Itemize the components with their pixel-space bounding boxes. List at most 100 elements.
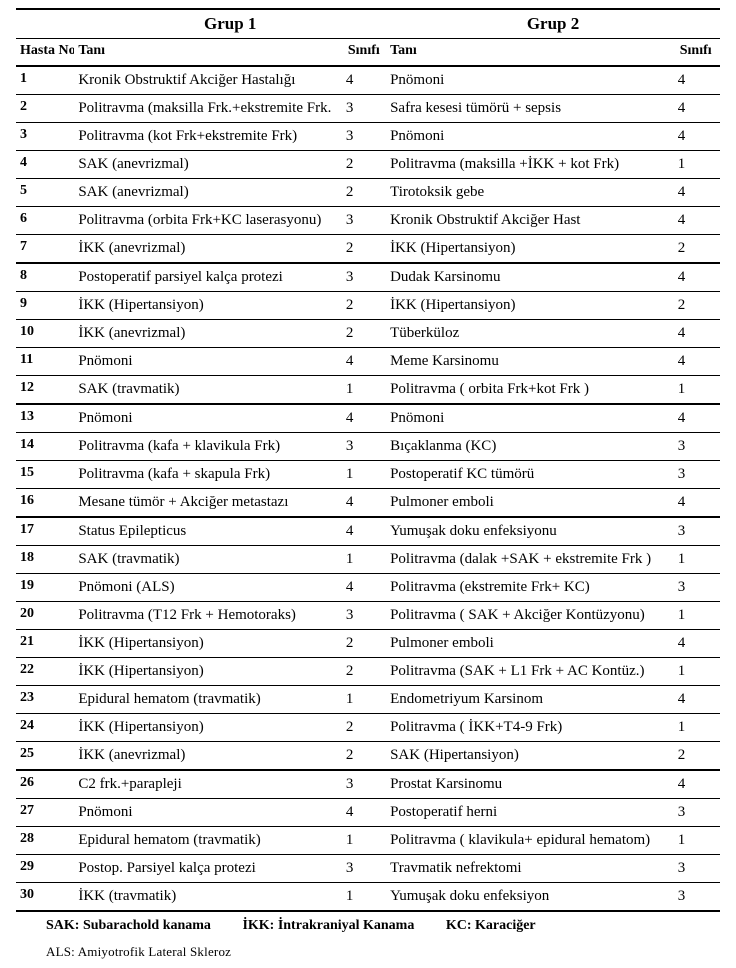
cell-tani-2: Pnömoni [386,123,676,151]
cell-sinif-1: 2 [344,714,386,742]
cell-hasta-no: 3 [16,123,74,151]
cell-tani-2: Politravma ( orbita Frk+kot Frk ) [386,376,676,405]
cell-tani-2: Safra kesesi tümörü + sepsis [386,95,676,123]
cell-sinif-2: 1 [676,546,720,574]
cell-tani-1: Politravma (orbita Frk+KC laserasyonu) [74,207,344,235]
cell-sinif-2: 1 [676,658,720,686]
table-row: 16Mesane tümör + Akciğer metastazı4Pulmo… [16,489,720,518]
table-row: 27Pnömoni4Postoperatif herni3 [16,799,720,827]
cell-sinif-1: 4 [344,799,386,827]
cell-hasta-no: 27 [16,799,74,827]
table-row: 29Postop. Parsiyel kalça protezi3Travmat… [16,855,720,883]
table-row: 28Epidural hematom (travmatik)1Politravm… [16,827,720,855]
cell-sinif-1: 2 [344,320,386,348]
cell-tani-1: Politravma (kot Frk+ekstremite Frk) [74,123,344,151]
cell-sinif-2: 3 [676,855,720,883]
cell-sinif-1: 3 [344,95,386,123]
cell-hasta-no: 1 [16,66,74,95]
cell-tani-1: Kronik Obstruktif Akciğer Hastalığı [74,66,344,95]
cell-sinif-1: 1 [344,827,386,855]
column-header-row: Hasta No Tanı Sınıfı Tanı Sınıfı [16,39,720,66]
cell-sinif-1: 3 [344,263,386,292]
group-header-row: Grup 1 Grup 2 [16,9,720,39]
cell-tani-1: C2 frk.+parapleji [74,770,344,799]
cell-tani-1: Pnömoni (ALS) [74,574,344,602]
cell-hasta-no: 11 [16,348,74,376]
cell-tani-1: Politravma (T12 Frk + Hemotoraks) [74,602,344,630]
legend-kc: KC: Karaciğer [446,918,536,934]
cell-sinif-1: 4 [344,517,386,546]
cell-tani-2: Pnömoni [386,66,676,95]
cell-tani-2: Politravma (SAK + L1 Frk + AC Kontüz.) [386,658,676,686]
cell-sinif-2: 1 [676,714,720,742]
cell-tani-2: Dudak Karsinomu [386,263,676,292]
cell-hasta-no: 13 [16,404,74,433]
cell-hasta-no: 17 [16,517,74,546]
cell-sinif-2: 1 [676,602,720,630]
col-tani-1: Tanı [74,39,344,66]
cell-hasta-no: 23 [16,686,74,714]
cell-tani-2: Postoperatif KC tümörü [386,461,676,489]
cell-tani-2: Kronik Obstruktif Akciğer Hast [386,207,676,235]
table-row: 1Kronik Obstruktif Akciğer Hastalığı4Pnö… [16,66,720,95]
cell-tani-1: İKK (anevrizmal) [74,320,344,348]
cell-sinif-2: 4 [676,207,720,235]
cell-tani-1: Pnömoni [74,348,344,376]
cell-sinif-1: 2 [344,742,386,771]
cell-sinif-1: 4 [344,66,386,95]
group1-header: Grup 1 [74,9,386,39]
table-row: 24İKK (Hipertansiyon)2Politravma ( İKK+T… [16,714,720,742]
cell-hasta-no: 6 [16,207,74,235]
cell-sinif-2: 3 [676,883,720,912]
cell-sinif-1: 3 [344,123,386,151]
cell-tani-1: İKK (Hipertansiyon) [74,714,344,742]
cell-sinif-2: 4 [676,263,720,292]
cell-tani-2: Pulmoner emboli [386,489,676,518]
cell-hasta-no: 5 [16,179,74,207]
cell-hasta-no: 14 [16,433,74,461]
cell-tani-1: Pnömoni [74,799,344,827]
cell-hasta-no: 22 [16,658,74,686]
legend: SAK: Subarachold kanama İKK: İntrakraniy… [16,918,720,934]
table-row: 4SAK (anevrizmal)2Politravma (maksilla +… [16,151,720,179]
cell-tani-2: Postoperatif herni [386,799,676,827]
group2-header: Grup 2 [386,9,720,39]
cell-sinif-2: 4 [676,66,720,95]
cell-tani-1: Postoperatif parsiyel kalça protezi [74,263,344,292]
table-row: 7İKK (anevrizmal)2İKK (Hipertansiyon)2 [16,235,720,264]
cell-sinif-1: 3 [344,602,386,630]
table-row: 2Politravma (maksilla Frk.+ekstremite Fr… [16,95,720,123]
cell-sinif-2: 4 [676,770,720,799]
cell-tani-2: Politravma (ekstremite Frk+ KC) [386,574,676,602]
table-row: 19Pnömoni (ALS)4Politravma (ekstremite F… [16,574,720,602]
cell-tani-1: İKK (Hipertansiyon) [74,630,344,658]
cell-tani-1: Status Epilepticus [74,517,344,546]
cell-hasta-no: 24 [16,714,74,742]
cell-hasta-no: 20 [16,602,74,630]
cell-sinif-2: 3 [676,574,720,602]
cell-hasta-no: 12 [16,376,74,405]
cell-tani-1: İKK (anevrizmal) [74,742,344,771]
cell-tani-1: Pnömoni [74,404,344,433]
cell-tani-2: Yumuşak doku enfeksiyon [386,883,676,912]
cell-sinif-1: 4 [344,489,386,518]
cell-sinif-2: 1 [676,151,720,179]
cell-tani-2: Politravma ( İKK+T4-9 Frk) [386,714,676,742]
cell-sinif-1: 2 [344,235,386,264]
cell-hasta-no: 28 [16,827,74,855]
table-row: 26C2 frk.+parapleji3Prostat Karsinomu4 [16,770,720,799]
table-row: 11Pnömoni4Meme Karsinomu4 [16,348,720,376]
cell-sinif-2: 4 [676,489,720,518]
table-row: 25İKK (anevrizmal)2SAK (Hipertansiyon)2 [16,742,720,771]
cell-tani-2: Endometriyum Karsinom [386,686,676,714]
cell-tani-1: Politravma (kafa + skapula Frk) [74,461,344,489]
cell-tani-2: İKK (Hipertansiyon) [386,292,676,320]
cell-tani-1: İKK (anevrizmal) [74,235,344,264]
cell-tani-1: Politravma (kafa + klavikula Frk) [74,433,344,461]
col-sinif-2: Sınıfı [676,39,720,66]
cell-hasta-no: 4 [16,151,74,179]
table-row: 5SAK (anevrizmal)2Tirotoksik gebe4 [16,179,720,207]
cell-sinif-2: 3 [676,433,720,461]
table-body: 1Kronik Obstruktif Akciğer Hastalığı4Pnö… [16,66,720,911]
legend-sak: SAK: Subarachold kanama [46,918,211,934]
